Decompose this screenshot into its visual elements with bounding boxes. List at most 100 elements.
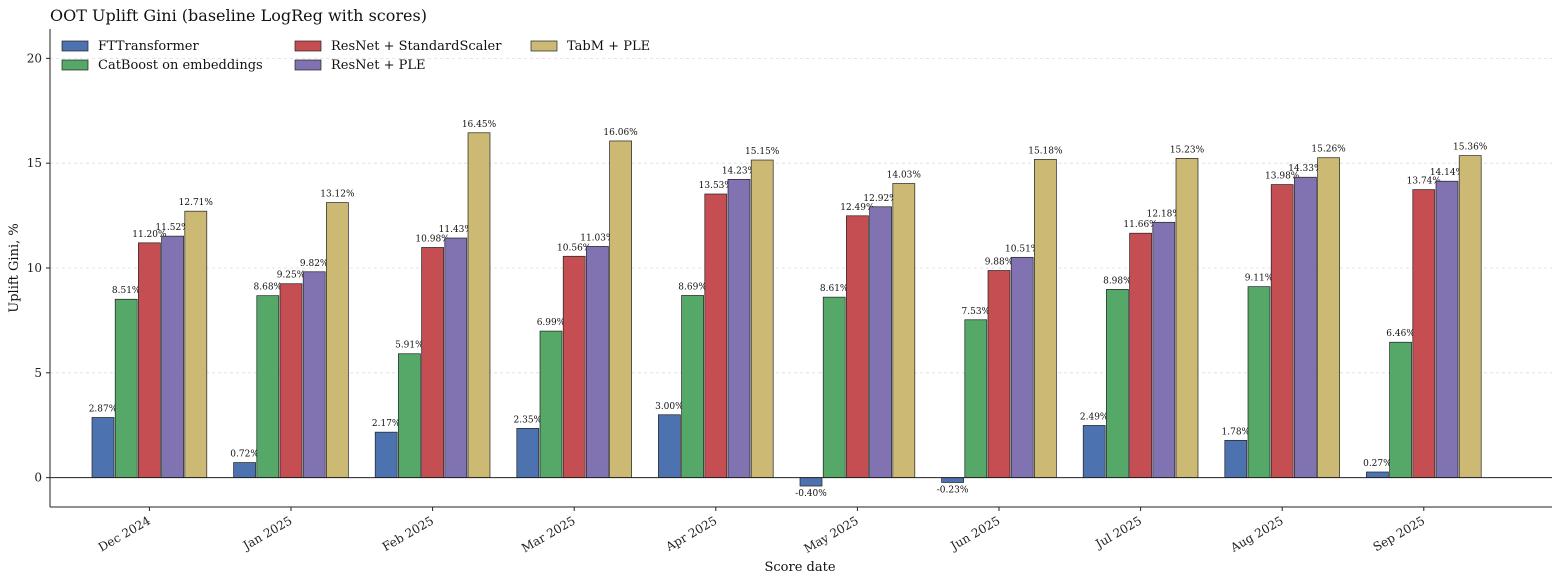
bar xyxy=(539,330,563,478)
bar xyxy=(704,193,728,478)
legend-label: CatBoost on embeddings xyxy=(98,58,263,73)
bar xyxy=(279,283,303,478)
bar xyxy=(1010,256,1034,478)
bar xyxy=(892,183,916,478)
bar xyxy=(302,271,326,478)
bar xyxy=(1129,232,1152,478)
data-label: 8.61% xyxy=(820,284,849,294)
data-label: 9.25% xyxy=(277,271,306,281)
bar xyxy=(1317,157,1340,478)
bar xyxy=(256,295,280,478)
data-label: 2.49% xyxy=(1080,412,1109,422)
bar xyxy=(1106,289,1129,478)
data-label: 11.52% xyxy=(155,223,190,233)
bar xyxy=(586,246,609,478)
bar xyxy=(681,295,704,478)
data-label: 11.20% xyxy=(132,230,167,240)
data-label: -0.40% xyxy=(795,489,827,499)
x-tick-label: Jul 2025 xyxy=(1091,513,1144,551)
data-label: 2.35% xyxy=(514,415,543,425)
legend-label: ResNet + PLE xyxy=(331,58,425,73)
bar xyxy=(516,428,540,478)
bar xyxy=(233,462,256,478)
data-label: 13.53% xyxy=(699,181,734,191)
bar xyxy=(1294,176,1317,478)
bar xyxy=(184,210,208,478)
bar xyxy=(161,235,184,478)
bar xyxy=(799,477,823,487)
bar xyxy=(750,159,774,478)
chart-title: OOT Uplift Gini (baseline LogReg with sc… xyxy=(50,6,427,25)
data-label: -0.23% xyxy=(937,485,969,495)
bar xyxy=(1412,189,1436,478)
x-tick-label: Jan 2025 xyxy=(239,513,295,553)
data-label: 9.82% xyxy=(300,259,329,269)
y-tick-label: 0 xyxy=(34,471,42,485)
data-label: 13.74% xyxy=(1407,177,1442,187)
y-tick-label: 10 xyxy=(27,261,42,275)
bar xyxy=(1034,159,1057,478)
data-label: 15.15% xyxy=(745,147,780,157)
legend-swatch xyxy=(61,40,89,52)
bar xyxy=(869,206,892,478)
x-tick-label: Jun 2025 xyxy=(946,513,1002,553)
y-axis-label: Uplift Gini, % xyxy=(7,223,22,312)
data-label: 14.14% xyxy=(1430,168,1465,178)
data-label: 5.91% xyxy=(395,341,424,351)
legend-label: TabM + PLE xyxy=(567,39,650,54)
legend-label: ResNet + StandardScaler xyxy=(331,39,502,54)
data-label: 6.99% xyxy=(537,318,566,328)
data-label: 10.56% xyxy=(557,243,592,253)
legend-swatch xyxy=(294,59,322,71)
bar xyxy=(114,298,138,478)
plot-area: 0 5 10 15 20 2.87% 0.72% 2.17% 2.35% 3.00% -0.40% -… xyxy=(27,29,1552,556)
data-label: 15.26% xyxy=(1311,145,1346,155)
data-label: 3.00% xyxy=(655,402,684,412)
data-label: 1.78% xyxy=(1222,427,1251,437)
bar xyxy=(326,202,349,478)
x-tick-label: Aug 2025 xyxy=(1227,513,1285,555)
legend-swatch xyxy=(530,40,558,52)
data-label: 11.03% xyxy=(580,233,615,243)
data-label: 13.98% xyxy=(1265,172,1300,182)
data-label: 8.69% xyxy=(678,282,707,292)
data-label: 8.68% xyxy=(254,283,283,293)
bar xyxy=(964,319,988,478)
bar xyxy=(1247,286,1271,478)
bar xyxy=(1082,425,1106,478)
data-label: 6.46% xyxy=(1386,329,1415,339)
bar xyxy=(421,247,444,478)
bar xyxy=(138,242,161,478)
bar xyxy=(846,215,869,478)
data-label: 13.12% xyxy=(320,190,355,200)
bar xyxy=(822,296,846,478)
data-label: 11.43% xyxy=(439,225,474,235)
bar xyxy=(987,270,1011,478)
legend-swatch xyxy=(294,40,322,52)
data-label: 10.98% xyxy=(415,234,450,244)
x-tick-label: Mar 2025 xyxy=(519,513,578,555)
bar xyxy=(1435,180,1459,478)
data-label: 2.87% xyxy=(89,404,118,414)
y-tick-label: 20 xyxy=(27,51,42,65)
bar xyxy=(467,132,491,478)
x-tick-label: Sep 2025 xyxy=(1371,513,1428,554)
y-tick-label: 15 xyxy=(27,156,42,170)
bar xyxy=(1224,439,1248,478)
y-tick-label: 5 xyxy=(34,366,42,380)
data-label: 15.18% xyxy=(1028,146,1063,156)
data-label: 15.36% xyxy=(1453,143,1488,153)
bar xyxy=(609,140,632,478)
bar xyxy=(398,353,421,478)
data-label: 8.98% xyxy=(1103,276,1132,286)
data-label: 15.23% xyxy=(1170,145,1205,155)
x-tick-label: Dec 2024 xyxy=(96,513,153,554)
bar xyxy=(444,237,468,478)
data-label: 16.45% xyxy=(462,120,497,130)
data-label: 9.11% xyxy=(1245,274,1274,284)
data-label: 14.03% xyxy=(887,171,922,181)
legend-label: FTTransformer xyxy=(98,39,199,54)
x-axis-label: Score date xyxy=(764,560,835,575)
data-label: 12.71% xyxy=(179,198,214,208)
data-label: 10.51% xyxy=(1005,244,1040,254)
